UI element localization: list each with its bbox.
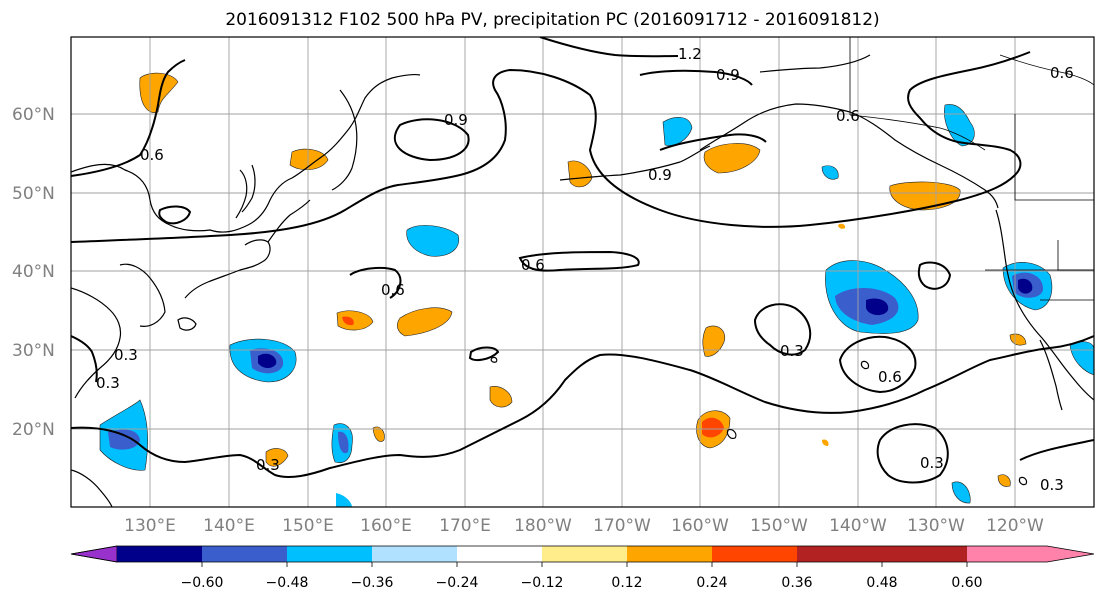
lon-label: 120°W — [986, 516, 1044, 536]
colorbar-tick-label: 0.48 — [866, 575, 897, 591]
colorbar-tick-label: 0.36 — [781, 575, 812, 591]
contour-label: 0.3 — [1040, 476, 1064, 494]
contour-label: 0.6 — [381, 281, 405, 299]
lon-label: 150°E — [282, 516, 334, 536]
map-area — [71, 37, 1094, 507]
lon-label: 130°W — [907, 516, 965, 536]
contour-label: 0.3 — [256, 456, 280, 474]
contour-label: 0.9 — [444, 111, 468, 129]
colorbar-segment — [287, 546, 372, 562]
contour-label: 1.2 — [678, 45, 702, 63]
figure-title: 2016091312 F102 500 hPa PV, precipitatio… — [225, 10, 880, 30]
lat-label: 20°N — [12, 420, 55, 440]
contour-label: 0.6 — [878, 368, 902, 386]
precipitation-shading — [99, 72, 1094, 507]
contour-label: 0.3 — [96, 374, 120, 392]
contour-label: 0.6 — [836, 107, 860, 125]
colorbar-tick-label: 0.12 — [611, 575, 642, 591]
lat-label: 40°N — [12, 262, 55, 282]
lon-label: 170°E — [439, 516, 491, 536]
graticule — [71, 37, 1094, 507]
colorbar-tick-label: −0.60 — [181, 575, 224, 591]
lat-label: 50°N — [12, 184, 55, 204]
lon-label: 130°E — [124, 516, 176, 536]
map-frame — [70, 36, 1095, 508]
colorbar-segment — [202, 546, 287, 562]
coastlines — [71, 54, 1094, 507]
lat-label: 60°N — [12, 105, 55, 125]
longitude-labels: 130°E 140°E 150°E 160°E 170°E 180°W 170°… — [124, 516, 1044, 536]
colorbar-segment — [457, 546, 542, 562]
colorbar-segment — [542, 546, 627, 562]
colorbar-segment — [797, 546, 882, 562]
colorbar-tick-label: 0.24 — [696, 575, 727, 591]
contour-label: 0.3 — [920, 454, 944, 472]
lon-label: 140°E — [203, 516, 255, 536]
contour-labels: 1.2 0.9 0.9 0.9 0.6 0.6 0.6 0.6 0.6 0.6 … — [96, 45, 1074, 494]
colorbar-segment — [712, 546, 797, 562]
lat-label: 30°N — [12, 341, 55, 361]
pv-contours — [71, 37, 1094, 484]
colorbar-tick-labels: −0.60 −0.48 −0.36 −0.24 −0.12 0.12 0.24 … — [181, 575, 983, 591]
colorbar-segment — [882, 546, 967, 562]
lon-label: 150°W — [750, 516, 808, 536]
contour-label: 0.3 — [780, 342, 804, 360]
colorbar-segment — [627, 546, 712, 562]
contour-label: 0.3 — [114, 346, 138, 364]
colorbar-tick-label: −0.48 — [266, 575, 309, 591]
colorbar: −0.60 −0.48 −0.36 −0.24 −0.12 0.12 0.24 … — [70, 545, 1095, 591]
colorbar-segment — [117, 546, 202, 562]
contour-label: 0.6 — [140, 146, 164, 164]
borders — [849, 37, 1094, 301]
colorbar-tick-label: 0.60 — [951, 575, 982, 591]
colorbar-extend-low — [70, 545, 118, 563]
lon-label: 160°E — [360, 516, 412, 536]
colorbar-tick-label: −0.24 — [436, 575, 479, 591]
latitude-labels: 60°N 50°N 40°N 30°N 20°N — [12, 105, 55, 440]
colorbar-tick-label: −0.12 — [521, 575, 564, 591]
lon-label: 170°W — [593, 516, 651, 536]
colorbar-segment — [372, 546, 457, 562]
lon-label: 140°W — [829, 516, 887, 536]
colorbar-extend-high — [967, 546, 1094, 562]
contour-label: 0.6 — [521, 256, 545, 274]
positive-precip-area — [139, 72, 1027, 487]
colorbar-tick-label: −0.36 — [351, 575, 394, 591]
contour-label: 0.9 — [648, 166, 672, 184]
lon-label: 180°W — [514, 516, 572, 536]
contour-label: 0.6 — [1050, 64, 1074, 82]
contour-label: 0.9 — [716, 66, 740, 84]
lon-label: 160°W — [671, 516, 729, 536]
negative-precip-area — [99, 104, 1094, 507]
